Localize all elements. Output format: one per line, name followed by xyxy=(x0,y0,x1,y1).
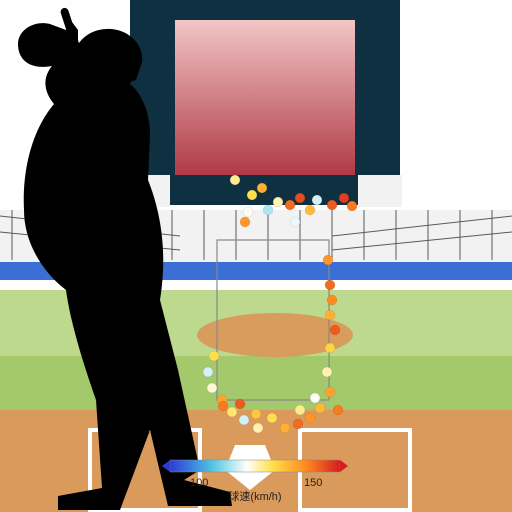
pitch-point xyxy=(310,393,320,403)
pitch-point xyxy=(347,201,357,211)
pitch-point xyxy=(247,190,257,200)
pitch-point xyxy=(330,325,340,335)
pitch-point xyxy=(327,200,337,210)
pitch-point xyxy=(325,343,335,353)
pitch-point xyxy=(207,383,217,393)
pitch-point xyxy=(267,413,277,423)
pitch-point xyxy=(218,401,228,411)
pitch-point xyxy=(305,413,315,423)
scoreboard-screen xyxy=(175,20,355,175)
pitch-point xyxy=(251,409,261,419)
pitch-point xyxy=(322,367,332,377)
pitch-point xyxy=(273,197,283,207)
pitch-point xyxy=(339,193,349,203)
legend-tick: 150 xyxy=(304,477,322,489)
pitch-point xyxy=(315,403,325,413)
pitch-point xyxy=(235,399,245,409)
pitch-point xyxy=(243,207,253,217)
legend-label: 球速(km/h) xyxy=(228,489,281,503)
pitch-point xyxy=(323,255,333,265)
pitch-point xyxy=(253,423,263,433)
pitch-point xyxy=(305,205,315,215)
pitch-point xyxy=(325,387,335,397)
pitch-point xyxy=(312,195,322,205)
legend-tick: 100 xyxy=(190,477,208,489)
pitch-point xyxy=(327,295,337,305)
pitch-point xyxy=(290,217,300,227)
pitch-point xyxy=(325,280,335,290)
scoreboard xyxy=(128,0,402,207)
pitch-point xyxy=(293,419,303,429)
pitch-point xyxy=(239,415,249,425)
pitch-point xyxy=(333,405,343,415)
pitch-point xyxy=(295,193,305,203)
pitch-point xyxy=(325,310,335,320)
pitch-point xyxy=(263,205,273,215)
pitch-point xyxy=(257,183,267,193)
pitch-point xyxy=(240,217,250,227)
pitch-point xyxy=(295,405,305,415)
pitch-point xyxy=(209,351,219,361)
pitch-point xyxy=(280,423,290,433)
pitch-point xyxy=(203,367,213,377)
pitch-location-chart: 100 150 球速(km/h) xyxy=(0,0,512,512)
pitch-point xyxy=(285,200,295,210)
pitch-point xyxy=(230,175,240,185)
pitch-point xyxy=(227,407,237,417)
